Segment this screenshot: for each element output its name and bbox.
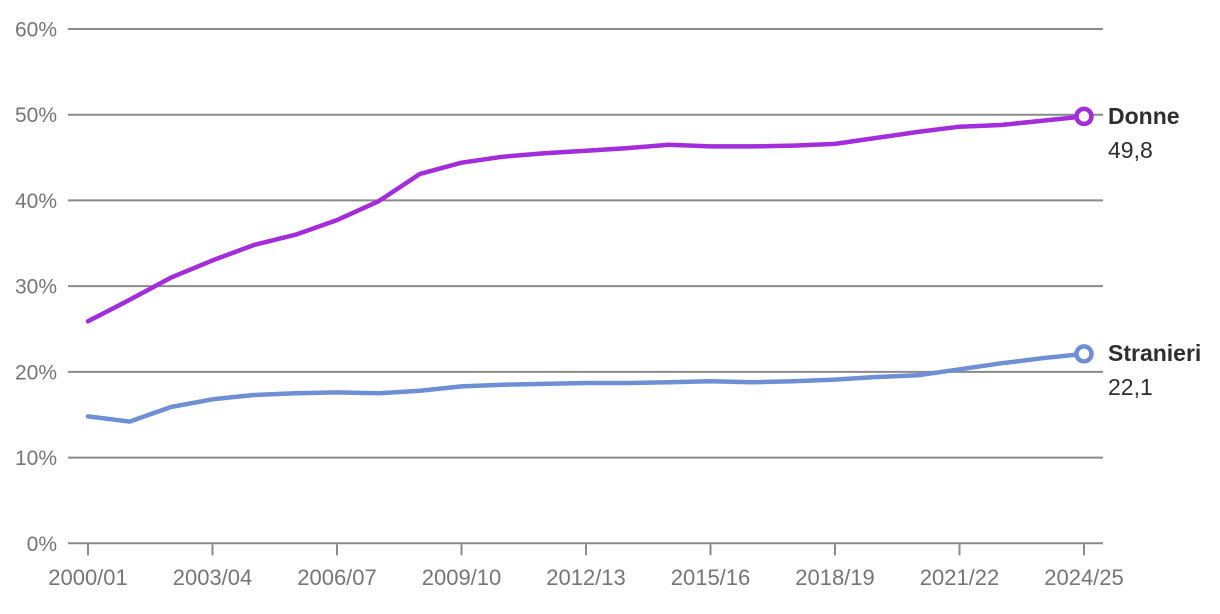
series-line-donne: [85, 114, 1087, 324]
y-tick-label: 40%: [15, 190, 57, 213]
series-end-value-stranieri: 22,1: [1108, 374, 1153, 401]
series-end-label-donne: Donne 49,8: [1108, 102, 1220, 164]
y-tick-label: 30%: [15, 276, 57, 299]
x-tick-label: 2009/10: [422, 565, 502, 590]
y-tick-label: 20%: [15, 361, 57, 384]
x-tick-label: 2012/13: [546, 565, 626, 590]
y-tick-label: 60%: [15, 19, 57, 42]
series-end-value-donne: 49,8: [1108, 136, 1153, 163]
series-name-donne: Donne: [1108, 102, 1180, 129]
x-tick-label: 2000/01: [48, 565, 128, 590]
x-tick-label: 2003/04: [173, 565, 253, 590]
series-name-stranieri: Stranieri: [1108, 340, 1202, 367]
x-tick-label: 2006/07: [297, 565, 377, 590]
series-end-label-stranieri: Stranieri 22,1: [1108, 339, 1220, 401]
x-tick-label: 2015/16: [671, 565, 751, 590]
x-tick-label: 2021/22: [920, 565, 1000, 590]
series-end-marker-stranieri: [1074, 344, 1094, 364]
y-tick-label: 10%: [15, 447, 57, 470]
y-tick-label: 0%: [27, 533, 57, 556]
series-end-marker-donne: [1074, 106, 1094, 127]
series-line-stranieri: [85, 351, 1087, 424]
x-tick-label: 2024/25: [1044, 565, 1124, 590]
y-tick-label: 50%: [15, 104, 57, 127]
x-tick-label: 2018/19: [795, 565, 875, 590]
